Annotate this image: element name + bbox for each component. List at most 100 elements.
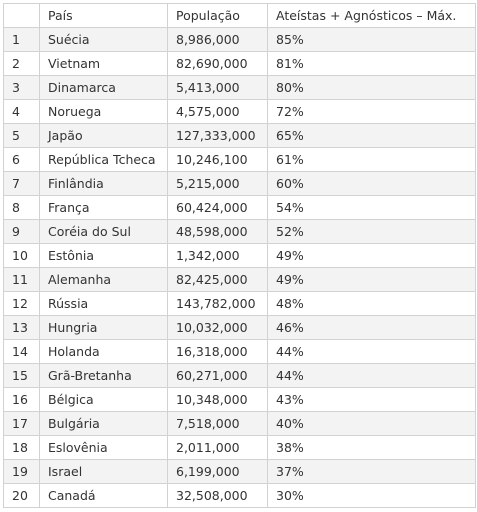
cell-population: 143,782,000	[167, 291, 268, 316]
cell-country: Japão	[39, 123, 168, 148]
table-row: 1 Suécia 8,986,000 85%	[3, 27, 476, 52]
cell-percentage: 80%	[267, 75, 476, 100]
table-row: 5 Japão 127,333,000 65%	[3, 123, 476, 148]
cell-population: 5,215,000	[167, 171, 268, 196]
cell-percentage: 48%	[267, 291, 476, 316]
table-row: 2 Vietnam 82,690,000 81%	[3, 51, 476, 76]
cell-population: 10,348,000	[167, 387, 268, 412]
header-rank	[3, 3, 40, 28]
table-row: 4 Noruega 4,575,000 72%	[3, 99, 476, 124]
cell-rank: 9	[3, 219, 40, 244]
cell-rank: 2	[3, 51, 40, 76]
table-row: 19 Israel 6,199,000 37%	[3, 459, 476, 484]
cell-country: República Tcheca	[39, 147, 168, 172]
cell-rank: 12	[3, 291, 40, 316]
cell-population: 7,518,000	[167, 411, 268, 436]
cell-percentage: 61%	[267, 147, 476, 172]
cell-rank: 6	[3, 147, 40, 172]
cell-population: 5,413,000	[167, 75, 268, 100]
cell-percentage: 46%	[267, 315, 476, 340]
cell-population: 10,032,000	[167, 315, 268, 340]
cell-percentage: 49%	[267, 267, 476, 292]
cell-percentage: 43%	[267, 387, 476, 412]
cell-rank: 8	[3, 195, 40, 220]
cell-country: França	[39, 195, 168, 220]
cell-percentage: 65%	[267, 123, 476, 148]
cell-population: 10,246,100	[167, 147, 268, 172]
cell-rank: 7	[3, 171, 40, 196]
cell-rank: 3	[3, 75, 40, 100]
cell-population: 60,271,000	[167, 363, 268, 388]
cell-country: Eslovênia	[39, 435, 168, 460]
cell-country: Canadá	[39, 483, 168, 508]
header-population: População	[167, 3, 268, 28]
cell-country: Bélgica	[39, 387, 168, 412]
cell-country: Dinamarca	[39, 75, 168, 100]
cell-percentage: 60%	[267, 171, 476, 196]
cell-population: 82,425,000	[167, 267, 268, 292]
cell-rank: 11	[3, 267, 40, 292]
table-row: 16 Bélgica 10,348,000 43%	[3, 387, 476, 412]
cell-population: 60,424,000	[167, 195, 268, 220]
cell-country: Israel	[39, 459, 168, 484]
header-percentage: Ateístas + Agnósticos – Máx.	[267, 3, 476, 28]
cell-percentage: 52%	[267, 219, 476, 244]
cell-population: 16,318,000	[167, 339, 268, 364]
cell-percentage: 37%	[267, 459, 476, 484]
table-row: 9 Coréia do Sul 48,598,000 52%	[3, 219, 476, 244]
header-row: País População Ateístas + Agnósticos – M…	[3, 3, 476, 28]
cell-percentage: 30%	[267, 483, 476, 508]
table-row: 11 Alemanha 82,425,000 49%	[3, 267, 476, 292]
cell-population: 32,508,000	[167, 483, 268, 508]
table-body: 1 Suécia 8,986,000 85% 2 Vietnam 82,690,000 81%…	[3, 27, 476, 508]
table-row: 14 Holanda 16,318,000 44%	[3, 339, 476, 364]
cell-rank: 5	[3, 123, 40, 148]
cell-percentage: 72%	[267, 99, 476, 124]
cell-rank: 17	[3, 411, 40, 436]
cell-rank: 19	[3, 459, 40, 484]
cell-country: Alemanha	[39, 267, 168, 292]
cell-country: Grã-Bretanha	[39, 363, 168, 388]
table-row: 18 Eslovênia 2,011,000 38%	[3, 435, 476, 460]
cell-rank: 15	[3, 363, 40, 388]
cell-country: Holanda	[39, 339, 168, 364]
cell-population: 6,199,000	[167, 459, 268, 484]
table-row: 3 Dinamarca 5,413,000 80%	[3, 75, 476, 100]
cell-percentage: 40%	[267, 411, 476, 436]
table-header: País População Ateístas + Agnósticos – M…	[3, 3, 476, 28]
cell-rank: 20	[3, 483, 40, 508]
cell-rank: 1	[3, 27, 40, 52]
cell-percentage: 38%	[267, 435, 476, 460]
cell-rank: 18	[3, 435, 40, 460]
cell-percentage: 81%	[267, 51, 476, 76]
header-country: País	[39, 3, 168, 28]
table-row: 17 Bulgária 7,518,000 40%	[3, 411, 476, 436]
cell-country: Rússia	[39, 291, 168, 316]
cell-percentage: 49%	[267, 243, 476, 268]
cell-rank: 16	[3, 387, 40, 412]
cell-country: Bulgária	[39, 411, 168, 436]
table-row: 8 França 60,424,000 54%	[3, 195, 476, 220]
cell-rank: 10	[3, 243, 40, 268]
cell-percentage: 44%	[267, 339, 476, 364]
cell-country: Finlândia	[39, 171, 168, 196]
cell-rank: 13	[3, 315, 40, 340]
cell-rank: 4	[3, 99, 40, 124]
cell-percentage: 44%	[267, 363, 476, 388]
cell-population: 2,011,000	[167, 435, 268, 460]
atheism-ranking-table: País População Ateístas + Agnósticos – M…	[3, 3, 476, 508]
table-row: 15 Grã-Bretanha 60,271,000 44%	[3, 363, 476, 388]
cell-country: Hungria	[39, 315, 168, 340]
cell-country: Vietnam	[39, 51, 168, 76]
cell-country: Suécia	[39, 27, 168, 52]
cell-country: Coréia do Sul	[39, 219, 168, 244]
cell-country: Estônia	[39, 243, 168, 268]
cell-rank: 14	[3, 339, 40, 364]
table-row: 10 Estônia 1,342,000 49%	[3, 243, 476, 268]
cell-population: 1,342,000	[167, 243, 268, 268]
cell-population: 8,986,000	[167, 27, 268, 52]
table-row: 12 Rússia 143,782,000 48%	[3, 291, 476, 316]
table-row: 13 Hungria 10,032,000 46%	[3, 315, 476, 340]
table-row: 7 Finlândia 5,215,000 60%	[3, 171, 476, 196]
cell-population: 4,575,000	[167, 99, 268, 124]
